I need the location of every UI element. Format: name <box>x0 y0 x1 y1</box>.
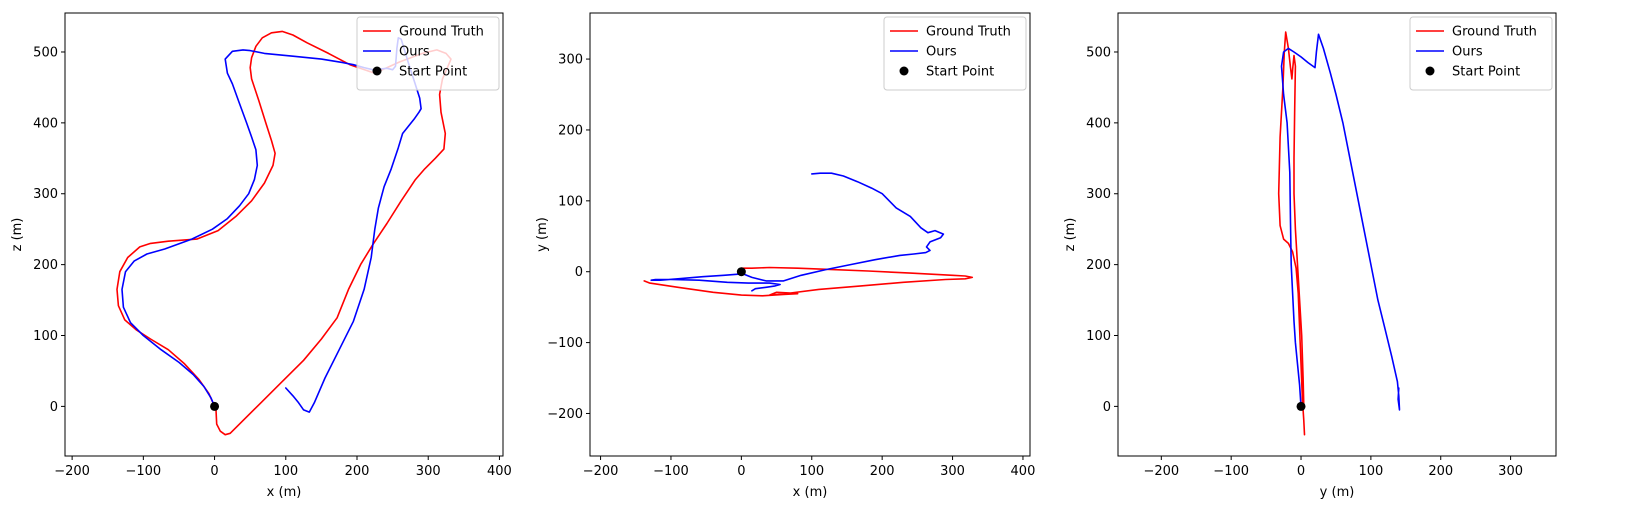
series-line-ours <box>650 172 945 292</box>
subplot-3: −200 −100 0 100 200 300 0 100 200 300 400 500 y (m) z… <box>1063 12 1557 500</box>
x-axis-label: x (m) <box>793 485 828 500</box>
y-tick-label: 100 <box>33 329 58 344</box>
plot-area <box>1277 31 1401 436</box>
legend-label: Ground Truth <box>1452 25 1537 40</box>
y-tick-label: 400 <box>33 116 58 131</box>
y-axis-label: z (m) <box>1063 218 1078 252</box>
x-tick-label: −100 <box>653 464 689 479</box>
y-tick-label: 300 <box>33 187 58 202</box>
x-tick-label: 0 <box>210 464 218 479</box>
y-tick-label: 500 <box>1086 45 1111 60</box>
y-tick-label: 100 <box>558 194 583 209</box>
axes-frame <box>589 12 1031 457</box>
x-tick-label: 0 <box>737 464 745 479</box>
y-tick-label: 500 <box>33 45 58 60</box>
legend-marker-start-point <box>1425 66 1435 76</box>
start-point-marker <box>210 401 220 411</box>
x-tick-label: −200 <box>583 464 619 479</box>
start-point-marker <box>1296 401 1306 411</box>
y-axis-label: y (m) <box>535 217 550 252</box>
y-tick-label: 200 <box>1086 258 1111 273</box>
subplot-1: −200 −100 0 100 200 300 400 0 100 200 300 400 500 x (… <box>10 12 512 500</box>
legend-marker-start-point <box>899 66 909 76</box>
legend-label: Ground Truth <box>926 25 1011 40</box>
x-tick-label: 300 <box>416 464 441 479</box>
legend-box <box>1409 16 1553 91</box>
start-point-marker <box>736 267 746 277</box>
y-tick-label: −200 <box>547 407 583 422</box>
legend: Ground Truth Ours Start Point <box>1409 16 1553 91</box>
legend: Ground Truth Ours Start Point <box>356 16 500 91</box>
series-line-ground-truth <box>116 30 452 436</box>
y-tick-label: 0 <box>1103 400 1111 415</box>
plot-area <box>116 30 452 436</box>
x-tick-label: 100 <box>799 464 824 479</box>
legend-box <box>883 16 1027 91</box>
legend-marker-start-point <box>372 66 382 76</box>
y-tick-label: 300 <box>1086 187 1111 202</box>
legend: Ground Truth Ours Start Point <box>883 16 1027 91</box>
y-tick-label: 200 <box>33 258 58 273</box>
legend-label: Start Point <box>1452 65 1520 80</box>
x-axis-label: x (m) <box>267 485 302 500</box>
x-tick-label: 0 <box>1297 464 1305 479</box>
y-tick-label: 0 <box>575 265 583 280</box>
x-tick-label: 100 <box>273 464 298 479</box>
x-tick-label: 200 <box>1428 464 1453 479</box>
x-tick-label: −200 <box>1143 464 1179 479</box>
series-line-ours <box>121 36 422 413</box>
legend-label: Start Point <box>926 65 994 80</box>
x-tick-label: 200 <box>870 464 895 479</box>
y-tick-label: 200 <box>558 123 583 138</box>
x-tick-label: 300 <box>940 464 965 479</box>
y-tick-label: 100 <box>1086 329 1111 344</box>
x-tick-label: 400 <box>487 464 512 479</box>
x-tick-label: 300 <box>1498 464 1523 479</box>
x-tick-label: 200 <box>345 464 370 479</box>
legend-box <box>356 16 500 91</box>
subplot-2: −200 −100 0 100 200 300 400 −200 −100 0 100 200 300 x… <box>535 12 1036 500</box>
series-line-ground-truth <box>643 266 974 297</box>
y-tick-label: −100 <box>547 336 583 351</box>
x-tick-label: −100 <box>1213 464 1249 479</box>
legend-label: Ours <box>399 45 430 60</box>
plot-area <box>643 172 974 297</box>
axes-frame <box>64 12 504 457</box>
x-tick-label: −200 <box>54 464 90 479</box>
y-tick-label: 0 <box>50 400 58 415</box>
series-line-ours <box>1280 33 1401 411</box>
legend-label: Ours <box>1452 45 1483 60</box>
legend-label: Ours <box>926 45 957 60</box>
y-tick-label: 400 <box>1086 116 1111 131</box>
x-tick-label: −100 <box>125 464 161 479</box>
x-axis-label: y (m) <box>1320 485 1355 500</box>
y-tick-label: 300 <box>558 53 583 68</box>
axes-frame <box>1117 12 1557 457</box>
x-tick-label: 400 <box>1011 464 1036 479</box>
legend-label: Ground Truth <box>399 25 484 40</box>
series-line-ground-truth <box>1277 31 1306 436</box>
legend-label: Start Point <box>399 65 467 80</box>
y-axis-label: z (m) <box>10 218 25 252</box>
x-tick-label: 100 <box>1358 464 1383 479</box>
